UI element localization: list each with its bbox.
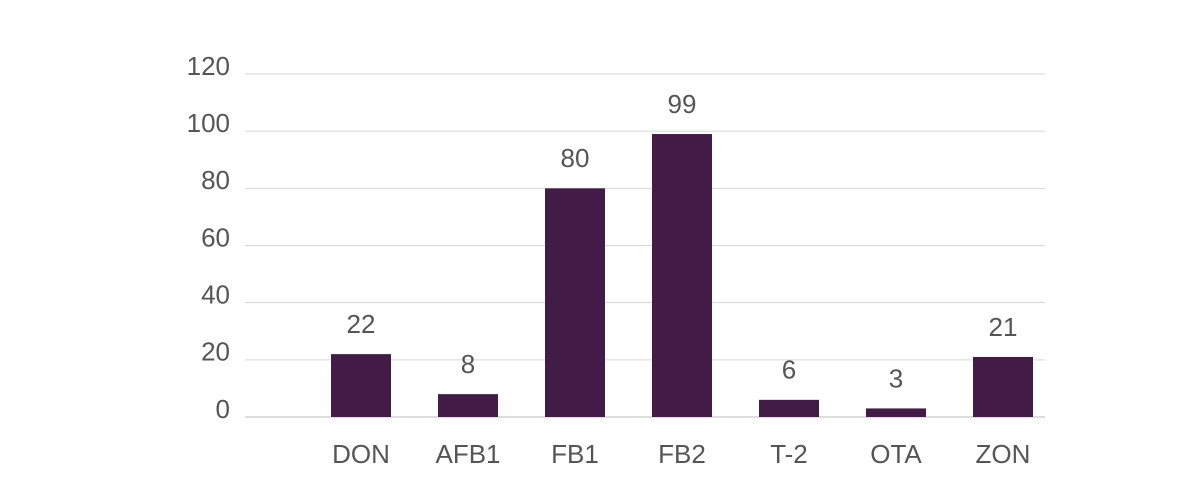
- x-tick-label: AFB1: [435, 439, 500, 469]
- y-tick-label: 40: [201, 280, 230, 310]
- y-tick-label: 0: [216, 394, 230, 424]
- value-label: 3: [889, 363, 903, 393]
- value-label: 21: [989, 312, 1018, 342]
- y-tick-label: 20: [201, 337, 230, 367]
- x-tick-label: T-2: [770, 439, 808, 469]
- x-tick-label: FB1: [551, 439, 599, 469]
- y-tick-label: 60: [201, 222, 230, 252]
- value-label: 22: [347, 309, 376, 339]
- bar: [973, 356, 1033, 417]
- x-tick-label: FB2: [658, 439, 706, 469]
- x-tick-label: DON: [332, 439, 390, 469]
- value-label: 99: [668, 89, 697, 119]
- value-label: 8: [461, 349, 475, 379]
- bar: [545, 188, 605, 417]
- bar: [438, 394, 498, 417]
- bar: [866, 408, 926, 417]
- x-tick-label: ZON: [976, 439, 1031, 469]
- y-tick-label: 100: [187, 108, 230, 138]
- y-tick-label: 80: [201, 165, 230, 195]
- x-tick-label: OTA: [870, 439, 922, 469]
- value-label: 80: [561, 143, 590, 173]
- y-tick-label: 120: [187, 51, 230, 81]
- value-label: 6: [782, 355, 796, 385]
- bar: [331, 354, 391, 417]
- bar: [652, 134, 712, 417]
- bar: [759, 399, 819, 417]
